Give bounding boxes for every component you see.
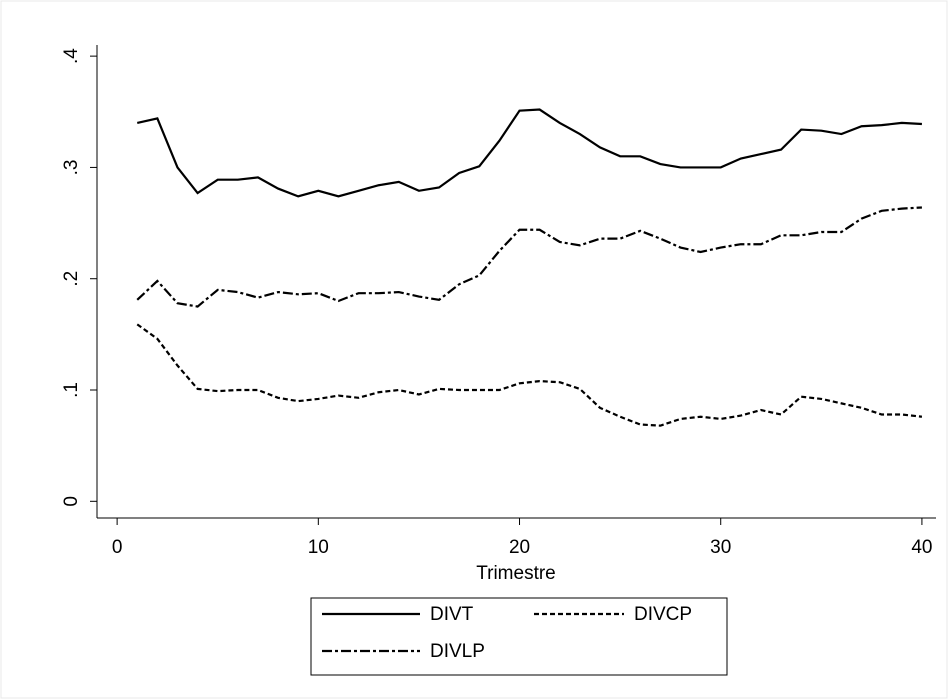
x-axis-label: Trimestre: [476, 563, 556, 584]
data-line: [136, 323, 923, 427]
x-tick-label: 20: [509, 537, 530, 558]
y-tick-label: .3: [61, 159, 82, 175]
x-tick-label: 40: [911, 537, 932, 558]
data-line: [136, 206, 922, 308]
legend-label: DIVCP: [634, 604, 692, 625]
x-tick-label: 0: [112, 537, 123, 558]
data-line: [137, 108, 922, 198]
legend-label: DIVLP: [430, 641, 485, 662]
x-tick-label: 10: [308, 537, 329, 558]
legend-label: DIVT: [430, 604, 474, 625]
x-tick-label: 30: [710, 537, 731, 558]
legend-box: [310, 597, 728, 676]
y-tick-label: .4: [61, 48, 82, 64]
y-tick-label: .1: [61, 382, 82, 398]
y-tick-label: 0: [61, 496, 82, 507]
y-tick-label: .2: [61, 271, 82, 287]
